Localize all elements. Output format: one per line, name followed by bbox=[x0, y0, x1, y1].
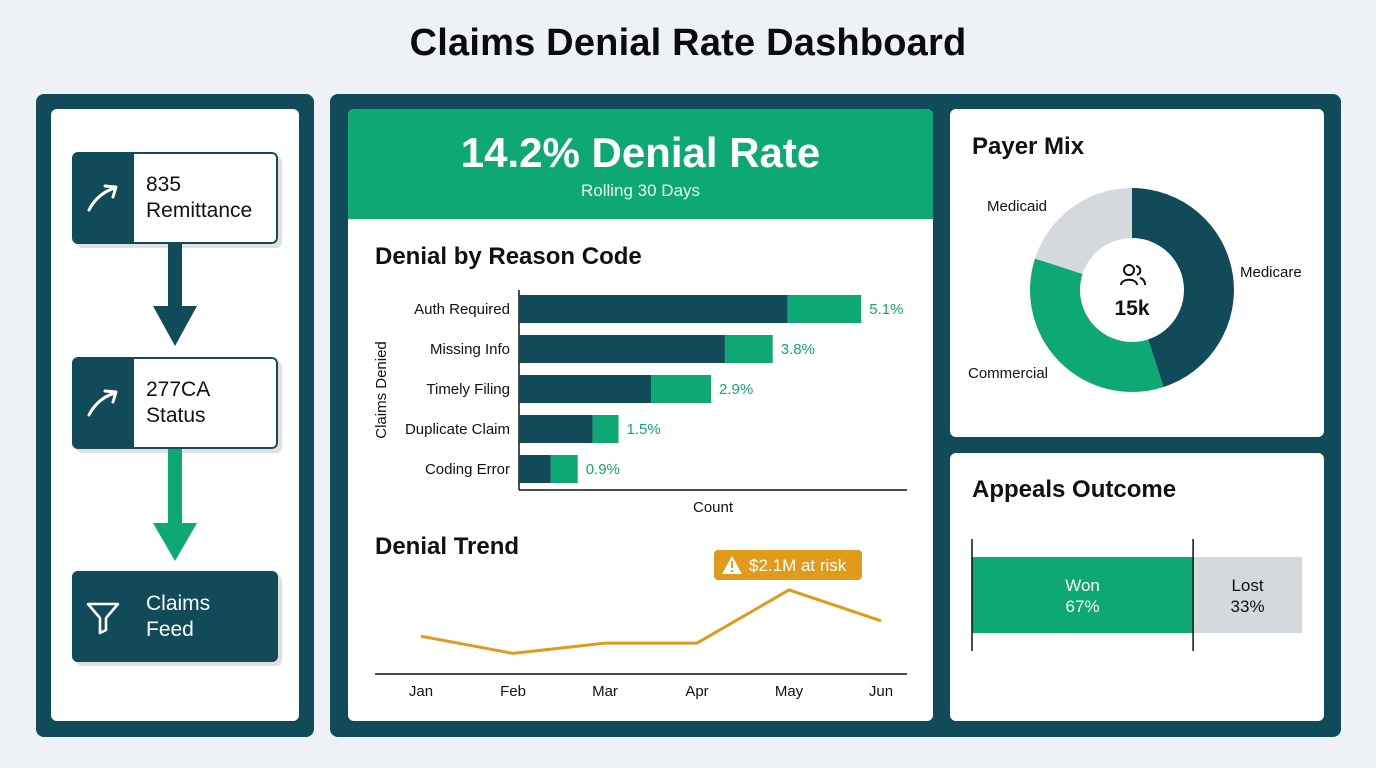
appeals-stacked-bar: Won 67% Lost 33% bbox=[971, 539, 1302, 651]
funnel-icon bbox=[72, 571, 134, 662]
reason-ylabel: Claims Denied bbox=[373, 341, 390, 439]
appeals-won-segment bbox=[972, 557, 1194, 633]
kpi-banner: 14.2% Denial Rate Rolling 30 Days bbox=[348, 109, 933, 219]
payer-center-value: 15k bbox=[1114, 297, 1149, 320]
appeals-title: Appeals Outcome bbox=[972, 476, 1177, 503]
arrow-up-right-icon bbox=[72, 152, 134, 244]
payer-donut-chart: 15k Medicare Commercial Medicaid bbox=[968, 188, 1302, 392]
reason-category-label: Coding Error bbox=[425, 461, 510, 478]
center-panel-body: 14.2% Denial Rate Rolling 30 Days Denial… bbox=[348, 109, 933, 721]
flow-node-line2: Feed bbox=[146, 617, 194, 641]
reason-bar-base bbox=[519, 375, 652, 403]
reason-bar-base bbox=[519, 455, 551, 483]
payer-label-medicare: Medicare bbox=[1240, 264, 1302, 281]
trend-month-label: Apr bbox=[685, 683, 708, 700]
flow-node-line2: Status bbox=[146, 404, 206, 427]
trend-month-label: Feb bbox=[500, 683, 526, 700]
flow-node-line1: 277CA bbox=[146, 378, 211, 401]
reason-category-label: Auth Required bbox=[414, 301, 510, 318]
payer-label-medicaid: Medicaid bbox=[987, 198, 1047, 215]
reason-bar-segment bbox=[787, 295, 862, 323]
flow-node-line1: 835 bbox=[146, 173, 182, 196]
reason-bar-base bbox=[519, 295, 788, 323]
page-title: Claims Denial Rate Dashboard bbox=[409, 22, 967, 64]
trend-series-line bbox=[420, 588, 882, 655]
flow-node-line2: Remittance bbox=[146, 199, 253, 222]
risk-callout[interactable]: $2.1M at risk bbox=[714, 550, 862, 580]
reason-value-label: 1.5% bbox=[626, 421, 660, 438]
flow-arrow-down-green bbox=[153, 449, 197, 561]
reason-value-label: 3.8% bbox=[781, 341, 815, 358]
flow-node-835-remittance[interactable]: 835 Remittance bbox=[72, 152, 278, 244]
trend-month-label: May bbox=[775, 683, 804, 700]
trend-month-label: Mar bbox=[592, 683, 618, 700]
flow-node-claims-feed[interactable]: Claims Feed bbox=[72, 571, 278, 662]
reason-bar-chart: Claims Denied Count Auth Required 5.1% Mis… bbox=[373, 290, 907, 516]
warning-icon bbox=[722, 556, 742, 574]
reason-category-label: Duplicate Claim bbox=[405, 421, 510, 438]
flow-arrow-down-dark bbox=[153, 244, 197, 346]
trend-month-label: Jun bbox=[869, 683, 893, 700]
payer-label-commercial: Commercial bbox=[968, 365, 1048, 382]
trend-month-label: Jan bbox=[409, 683, 433, 700]
trend-chart-title: Denial Trend bbox=[375, 533, 520, 560]
arrow-up-right-icon bbox=[72, 357, 134, 449]
appeals-won-value: 67% bbox=[1066, 597, 1100, 616]
kpi-value: 14.2% Denial Rate bbox=[460, 129, 821, 176]
reason-chart-title: Denial by Reason Code bbox=[375, 243, 642, 270]
reason-category-label: Missing Info bbox=[430, 341, 510, 358]
kpi-subtitle: Rolling 30 Days bbox=[580, 181, 701, 200]
risk-callout-text: $2.1M at risk bbox=[749, 556, 847, 575]
reason-value-label: 5.1% bbox=[869, 301, 903, 318]
reason-bar-segment bbox=[550, 455, 578, 483]
reason-value-label: 0.9% bbox=[586, 461, 620, 478]
appeals-lost-value: 33% bbox=[1231, 597, 1265, 616]
reason-bar-segment bbox=[651, 375, 712, 403]
flow-node-line1: Claims bbox=[146, 591, 211, 615]
appeals-won-label: Won bbox=[1065, 576, 1100, 595]
reason-value-label: 2.9% bbox=[719, 381, 753, 398]
reason-bar-segment bbox=[724, 335, 773, 363]
reason-bar-base bbox=[519, 335, 725, 363]
payer-mix-title: Payer Mix bbox=[972, 133, 1085, 160]
trend-line-chart: Jan Feb Mar Apr May Jun $2.1M at risk bbox=[375, 550, 907, 700]
reason-category-label: Timely Filing bbox=[426, 381, 510, 398]
appeals-lost-label: Lost bbox=[1231, 576, 1263, 595]
reason-xlabel: Count bbox=[693, 499, 734, 516]
reason-bar-segment bbox=[592, 415, 619, 443]
flow-node-277ca-status[interactable]: 277CA Status bbox=[72, 357, 278, 449]
appeals-lost-segment bbox=[1193, 557, 1302, 633]
users-icon bbox=[1120, 264, 1146, 286]
reason-bar-base bbox=[519, 415, 593, 443]
